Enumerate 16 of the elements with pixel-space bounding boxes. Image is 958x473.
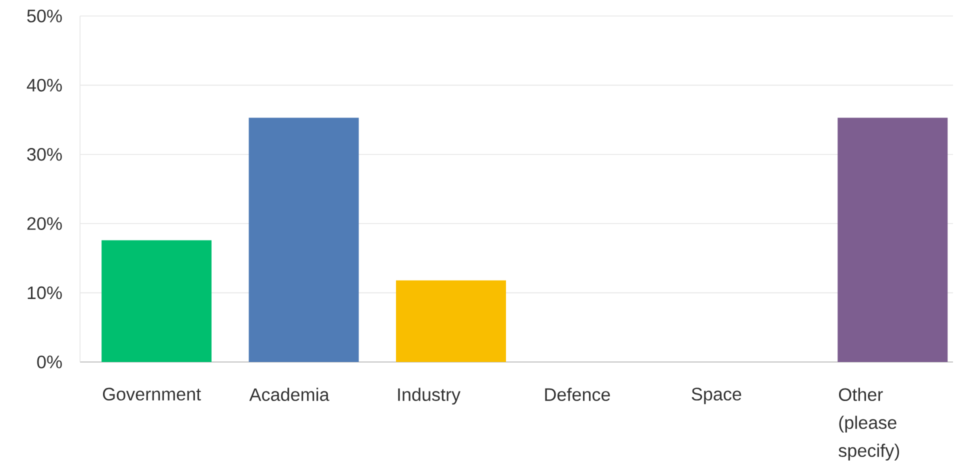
x-tick-label: Other (please specify)	[838, 388, 900, 461]
y-tick-label: 0%	[37, 356, 62, 368]
y-tick-label: 40%	[26, 78, 62, 92]
x-tick-label: Defence	[545, 388, 610, 401]
x-tick-label: Space	[692, 388, 742, 404]
bar	[396, 280, 506, 362]
bar	[248, 118, 359, 362]
x-tick-label: Industry	[398, 388, 460, 405]
x-tick-label: Academia	[249, 388, 330, 401]
y-tick-label: 10%	[28, 286, 62, 300]
y-tick-label: 50%	[27, 10, 62, 22]
bar	[102, 240, 212, 362]
bar	[838, 118, 948, 362]
x-tick-label: Government	[102, 388, 201, 401]
y-tick-label: 30%	[27, 148, 62, 161]
y-tick-label: 20%	[27, 217, 62, 230]
